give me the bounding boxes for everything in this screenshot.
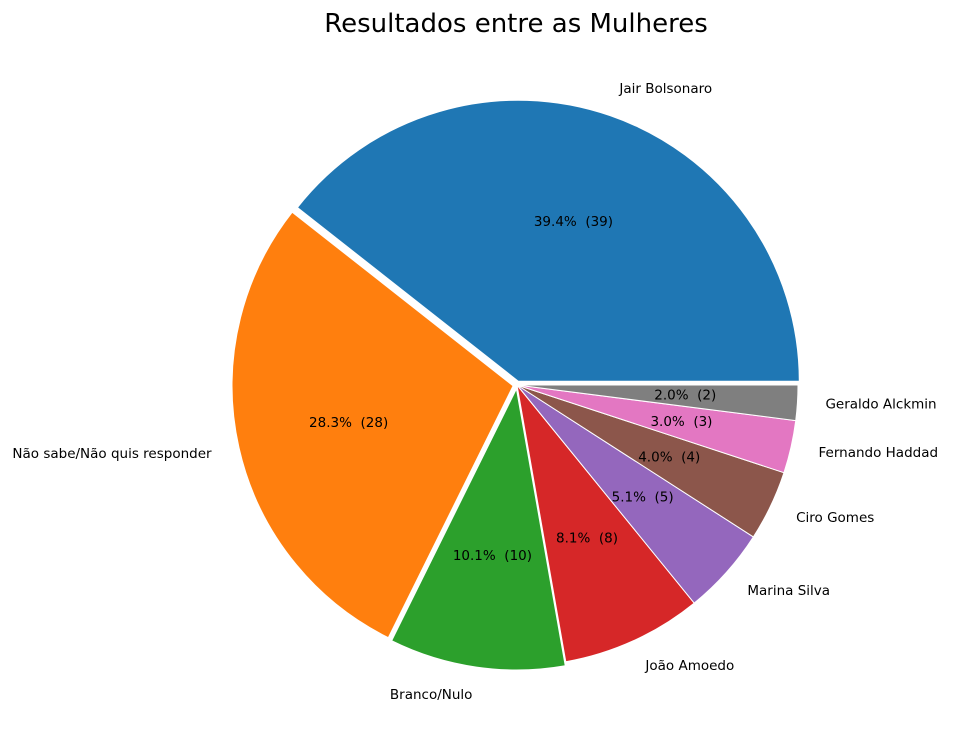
pie-category-label: Fernando Haddad xyxy=(819,445,939,461)
pie-slice-geraldo-alckmin xyxy=(516,384,799,422)
chart-title: Resultados entre as Mulheres xyxy=(324,9,708,39)
pie-category-label: Geraldo Alckmin xyxy=(825,397,936,413)
pie-category-label: Branco/Nulo xyxy=(390,687,473,703)
pie-slices xyxy=(231,99,800,671)
pie-category-label: João Amoedo xyxy=(644,658,734,674)
pie-labels: 39.4% (39) Jair Bolsonaro 28.3% (28) Não sa… xyxy=(12,81,938,703)
pie-percent-label: 10.1% (10) xyxy=(453,548,532,564)
pie-category-label: Jair Bolsonaro xyxy=(618,81,712,97)
pie-percent-label: 8.1% (8) xyxy=(556,530,618,546)
pie-percent-label: 5.1% (5) xyxy=(612,489,674,505)
pie-percent-label: 3.0% (3) xyxy=(650,414,712,430)
pie-percent-label: 2.0% (2) xyxy=(654,388,716,404)
pie-slice-nao-sabe-nao-quis-responder xyxy=(231,211,514,639)
pie-percent-label: 28.3% (28) xyxy=(309,415,388,431)
pie-percent-label: 39.4% (39) xyxy=(534,214,613,230)
pie-slice-jair-bolsonaro xyxy=(296,99,800,382)
pie-category-label: Ciro Gomes xyxy=(796,510,874,526)
pie-category-label: Marina Silva xyxy=(747,583,830,599)
pie-category-label: Não sabe/Não quis responder xyxy=(12,446,212,462)
pie-percent-label: 4.0% (4) xyxy=(638,449,700,465)
pie-slice-joao-amoedo xyxy=(516,383,695,663)
pie-slice-branco-nulo xyxy=(390,387,566,671)
